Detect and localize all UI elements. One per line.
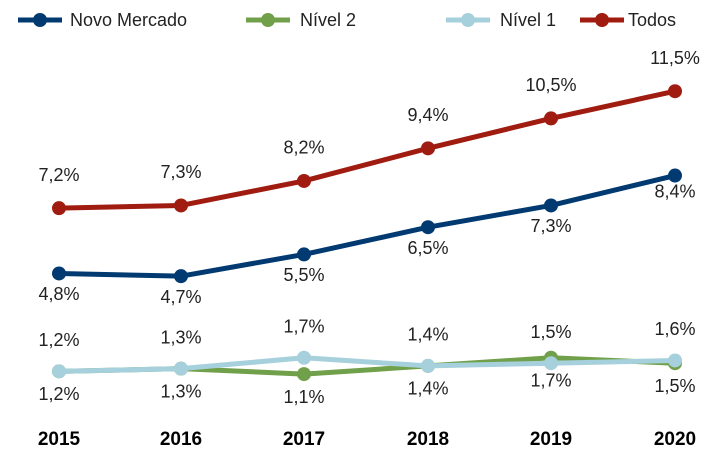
data-label: 1,7% xyxy=(530,371,571,391)
data-label: 1,5% xyxy=(654,376,695,396)
data-label: 5,5% xyxy=(283,265,324,285)
marker xyxy=(174,269,188,284)
marker xyxy=(668,84,682,99)
x-tick-label: 2017 xyxy=(283,429,325,449)
data-label: 9,4% xyxy=(407,105,448,125)
legend-label: Nível 1 xyxy=(500,10,556,30)
marker xyxy=(421,358,435,373)
line xyxy=(58,173,676,279)
data-label: 1,6% xyxy=(654,319,695,339)
data-label: 1,4% xyxy=(407,325,448,345)
marker xyxy=(297,367,311,382)
marker xyxy=(174,361,188,376)
data-label: 10,5% xyxy=(525,75,576,95)
data-label: 1,3% xyxy=(160,381,201,401)
legend-marker xyxy=(595,13,609,27)
data-label: 1,4% xyxy=(407,379,448,399)
legend-marker xyxy=(261,13,275,27)
marker xyxy=(297,247,311,262)
data-label: 7,2% xyxy=(38,165,79,185)
marker xyxy=(52,201,66,216)
data-label: 1,7% xyxy=(283,317,324,337)
legend-label: Nível 2 xyxy=(300,10,356,30)
data-label: 8,2% xyxy=(283,138,324,158)
data-label: 11,5% xyxy=(650,48,700,68)
marker xyxy=(544,356,558,371)
x-tick-label: 2018 xyxy=(407,429,449,449)
marker xyxy=(668,168,682,183)
line xyxy=(58,88,676,211)
data-label: 4,7% xyxy=(160,287,201,307)
line xyxy=(58,355,676,374)
data-label: 1,5% xyxy=(530,322,571,342)
marker xyxy=(174,198,188,213)
marker xyxy=(297,350,311,365)
marker xyxy=(52,266,66,281)
marker xyxy=(421,141,435,156)
data-label: 7,3% xyxy=(530,216,571,236)
data-label: 1,3% xyxy=(160,327,201,347)
data-label: 6,5% xyxy=(407,238,448,258)
legend-label: Novo Mercado xyxy=(70,10,187,30)
data-label: 1,1% xyxy=(283,387,324,407)
marker xyxy=(421,220,435,235)
data-label: 4,8% xyxy=(38,284,79,304)
marker xyxy=(668,353,682,368)
legend-marker xyxy=(33,13,47,27)
data-label: 8,4% xyxy=(654,181,695,201)
data-label: 7,3% xyxy=(160,162,201,182)
marker xyxy=(544,198,558,213)
x-tick-label: 2019 xyxy=(530,429,572,449)
data-label: 1,2% xyxy=(38,330,79,350)
legend-marker xyxy=(461,13,475,27)
legend-label: Todos xyxy=(628,10,676,30)
marker xyxy=(297,173,311,188)
marker xyxy=(544,111,558,126)
x-tick-label: 2020 xyxy=(654,429,696,449)
marker xyxy=(52,364,66,379)
x-tick-label: 2015 xyxy=(38,429,81,449)
data-label: 1,2% xyxy=(38,384,79,404)
x-tick-label: 2016 xyxy=(160,429,202,449)
